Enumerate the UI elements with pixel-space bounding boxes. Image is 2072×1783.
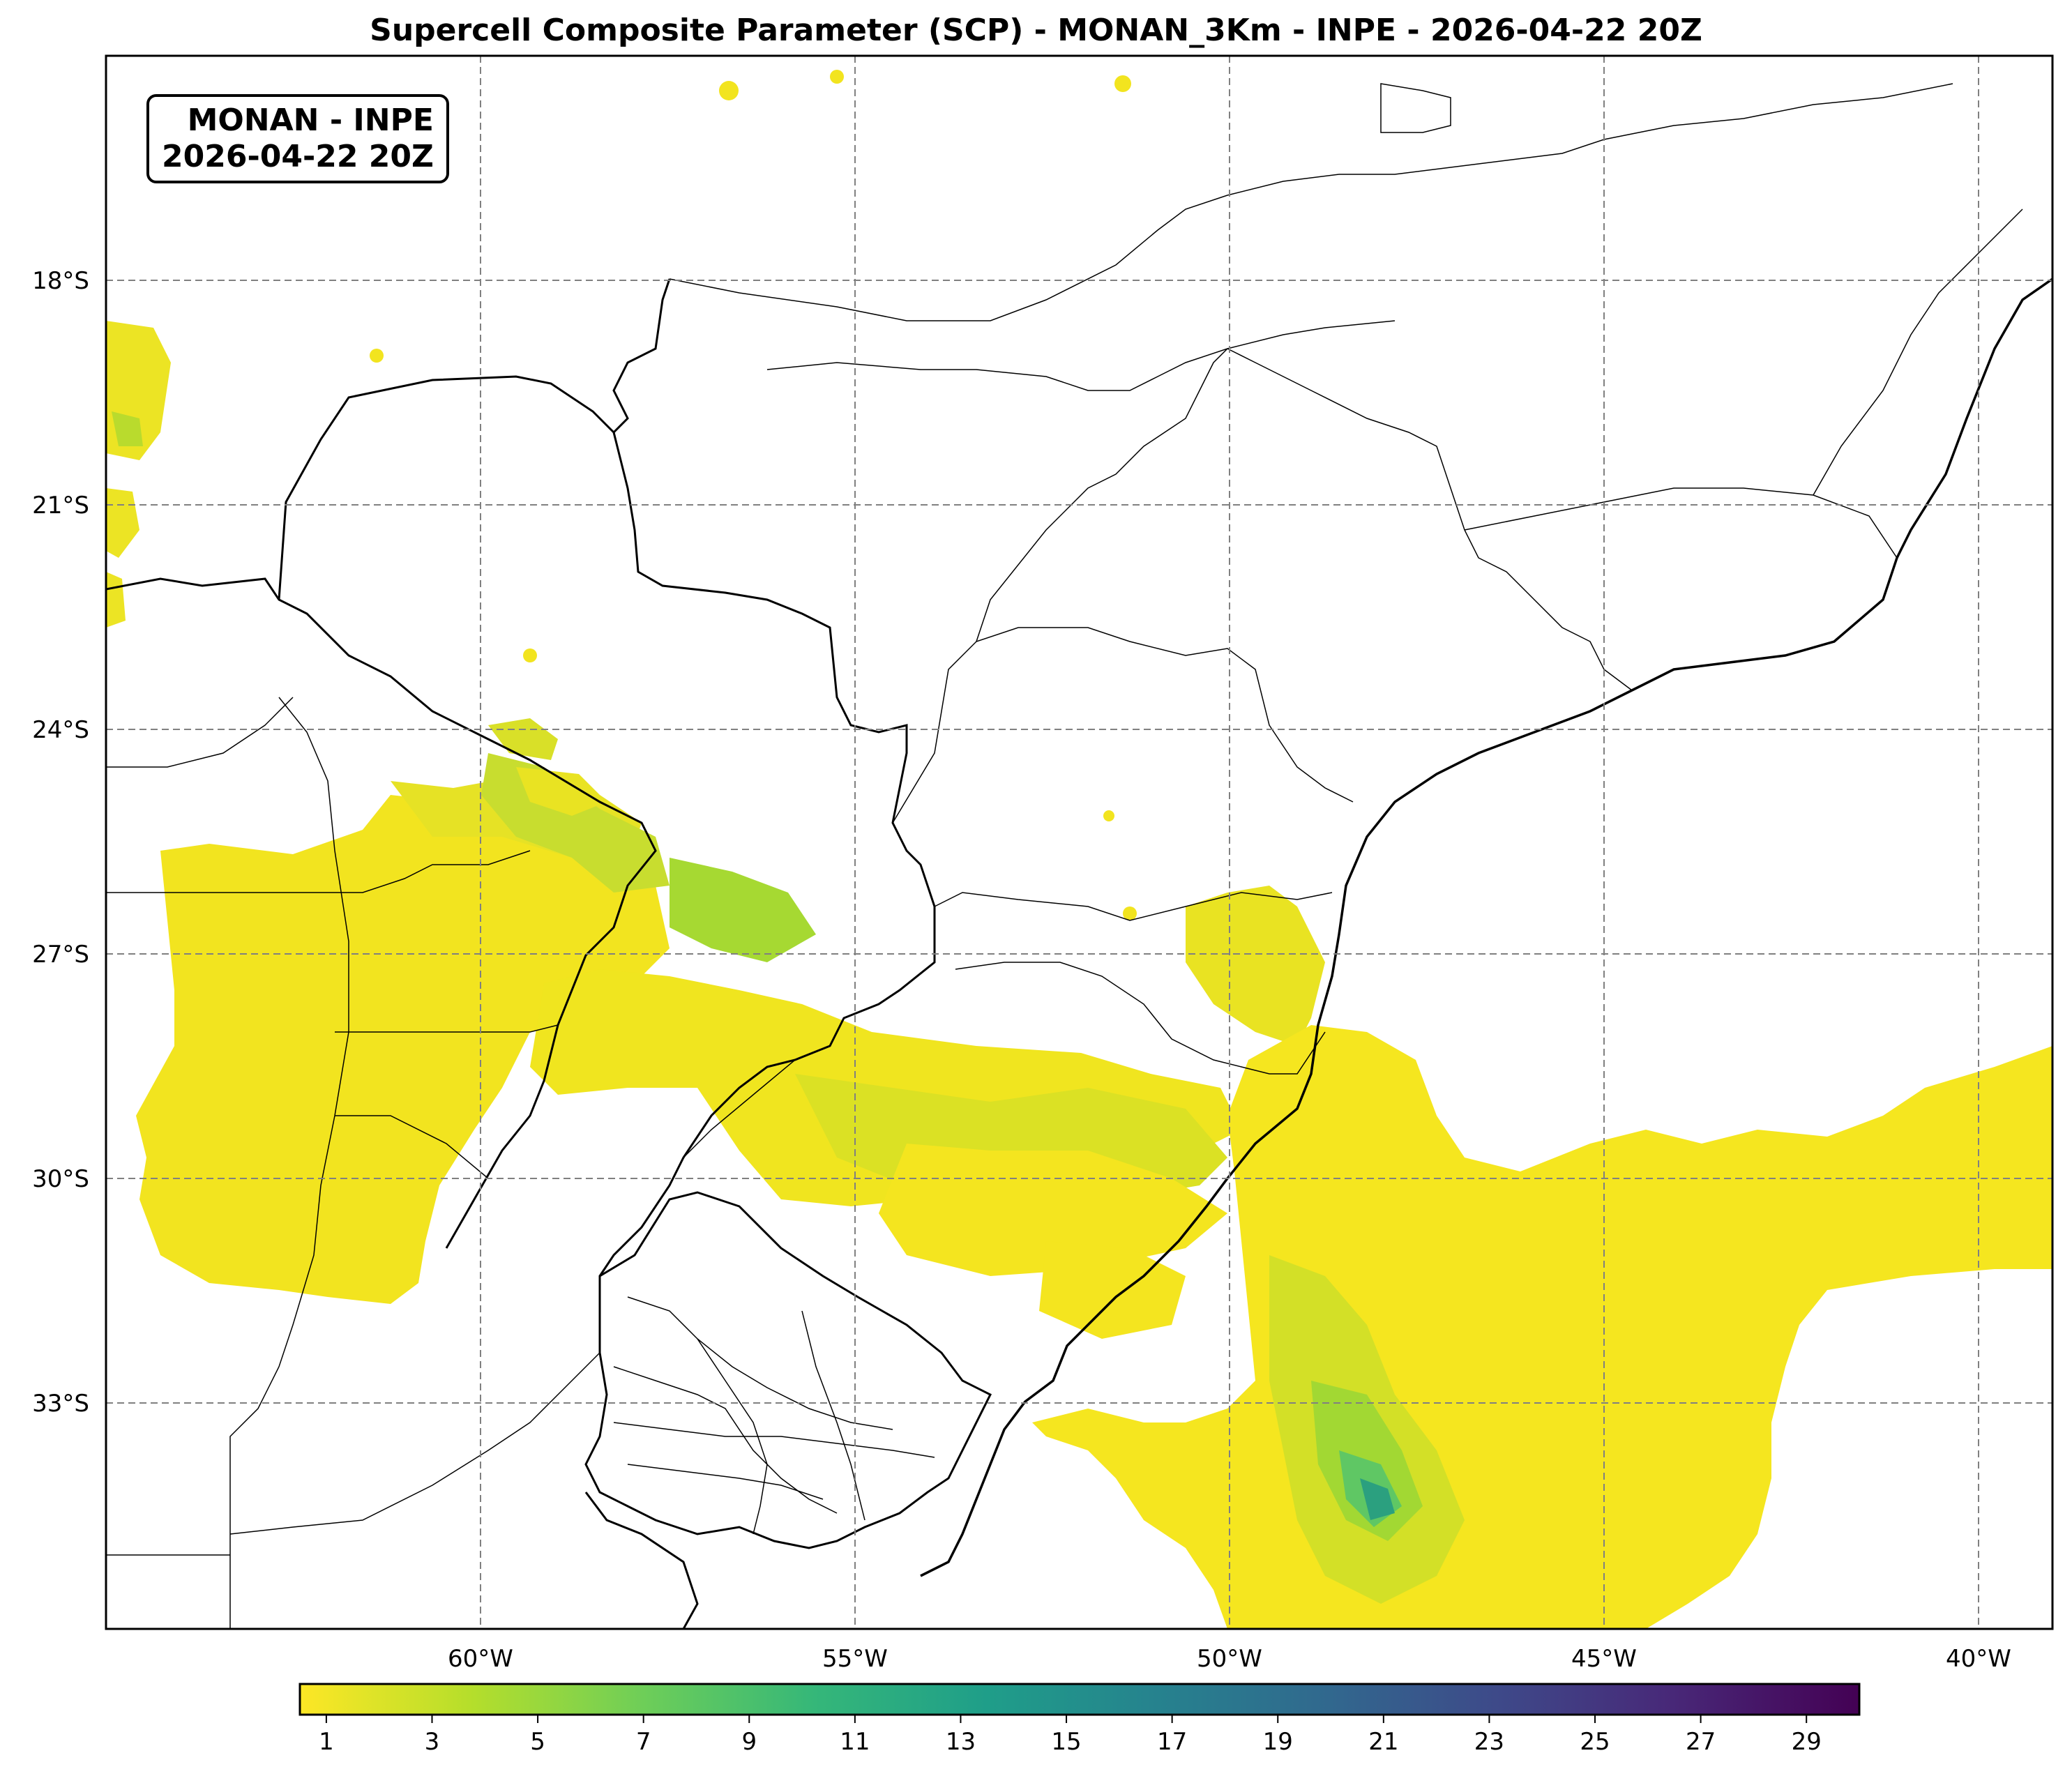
colorbar-tick-label: 23 bbox=[1474, 1728, 1504, 1756]
lat-tick-label: 24°S bbox=[32, 716, 89, 744]
country-borders bbox=[106, 278, 992, 1629]
colorbar-tick-label: 1 bbox=[319, 1728, 334, 1756]
lon-tick-label: 40°W bbox=[1946, 1645, 2011, 1673]
info-box-line2: 2026-04-22 20Z bbox=[162, 139, 434, 174]
scp-field bbox=[106, 70, 2052, 1629]
gridlines bbox=[106, 56, 2052, 1629]
map-frame bbox=[105, 54, 2054, 1630]
colorbar-tick-label: 27 bbox=[1686, 1728, 1716, 1756]
colorbar-tick-label: 19 bbox=[1263, 1728, 1293, 1756]
colorbar-tick-label: 13 bbox=[946, 1728, 976, 1756]
colorbar-gradient bbox=[298, 1683, 1861, 1716]
colorbar-tick-label: 17 bbox=[1157, 1728, 1187, 1756]
lat-tick-label: 21°S bbox=[32, 492, 89, 519]
lon-tick-label: 55°W bbox=[822, 1645, 888, 1673]
colorbar-tick-label: 5 bbox=[530, 1728, 545, 1756]
lat-tick-label: 27°S bbox=[32, 941, 89, 969]
lat-tick-label: 33°S bbox=[32, 1390, 89, 1418]
colorbar-tick-label: 7 bbox=[636, 1728, 651, 1756]
colorbar: 1 3 5 7 9 11 13 15 17 19 21 23 25 27 29 bbox=[298, 1683, 1861, 1756]
lat-tick-label: 18°S bbox=[32, 267, 89, 295]
info-box-line1: MONAN - INPE bbox=[187, 103, 434, 138]
lon-axis: 60°W 55°W 50°W 45°W 40°W bbox=[448, 1645, 2011, 1673]
colorbar-ticks: 1 3 5 7 9 11 13 15 17 19 21 23 25 27 29 bbox=[319, 1715, 1822, 1756]
lon-tick-label: 45°W bbox=[1571, 1645, 1637, 1673]
colorbar-tick-label: 25 bbox=[1580, 1728, 1610, 1756]
colorbar-tick-label: 15 bbox=[1051, 1728, 1081, 1756]
colorbar-tick-label: 29 bbox=[1792, 1728, 1822, 1756]
chart-title: Supercell Composite Parameter (SCP) - MO… bbox=[370, 13, 1702, 48]
colorbar-tick-label: 3 bbox=[425, 1728, 440, 1756]
colorbar-tick-label: 9 bbox=[741, 1728, 757, 1756]
coastline bbox=[920, 278, 2052, 1577]
lon-tick-label: 60°W bbox=[448, 1645, 513, 1673]
lon-tick-label: 50°W bbox=[1197, 1645, 1262, 1673]
colorbar-tick-label: 11 bbox=[840, 1728, 870, 1756]
colorbar-tick-label: 21 bbox=[1368, 1728, 1398, 1756]
model-info-box: MONAN - INPE 2026-04-22 20Z bbox=[146, 94, 449, 183]
lat-tick-label: 30°S bbox=[32, 1165, 89, 1193]
lat-axis: 18°S 21°S 24°S 27°S 30°S 33°S bbox=[32, 267, 89, 1418]
